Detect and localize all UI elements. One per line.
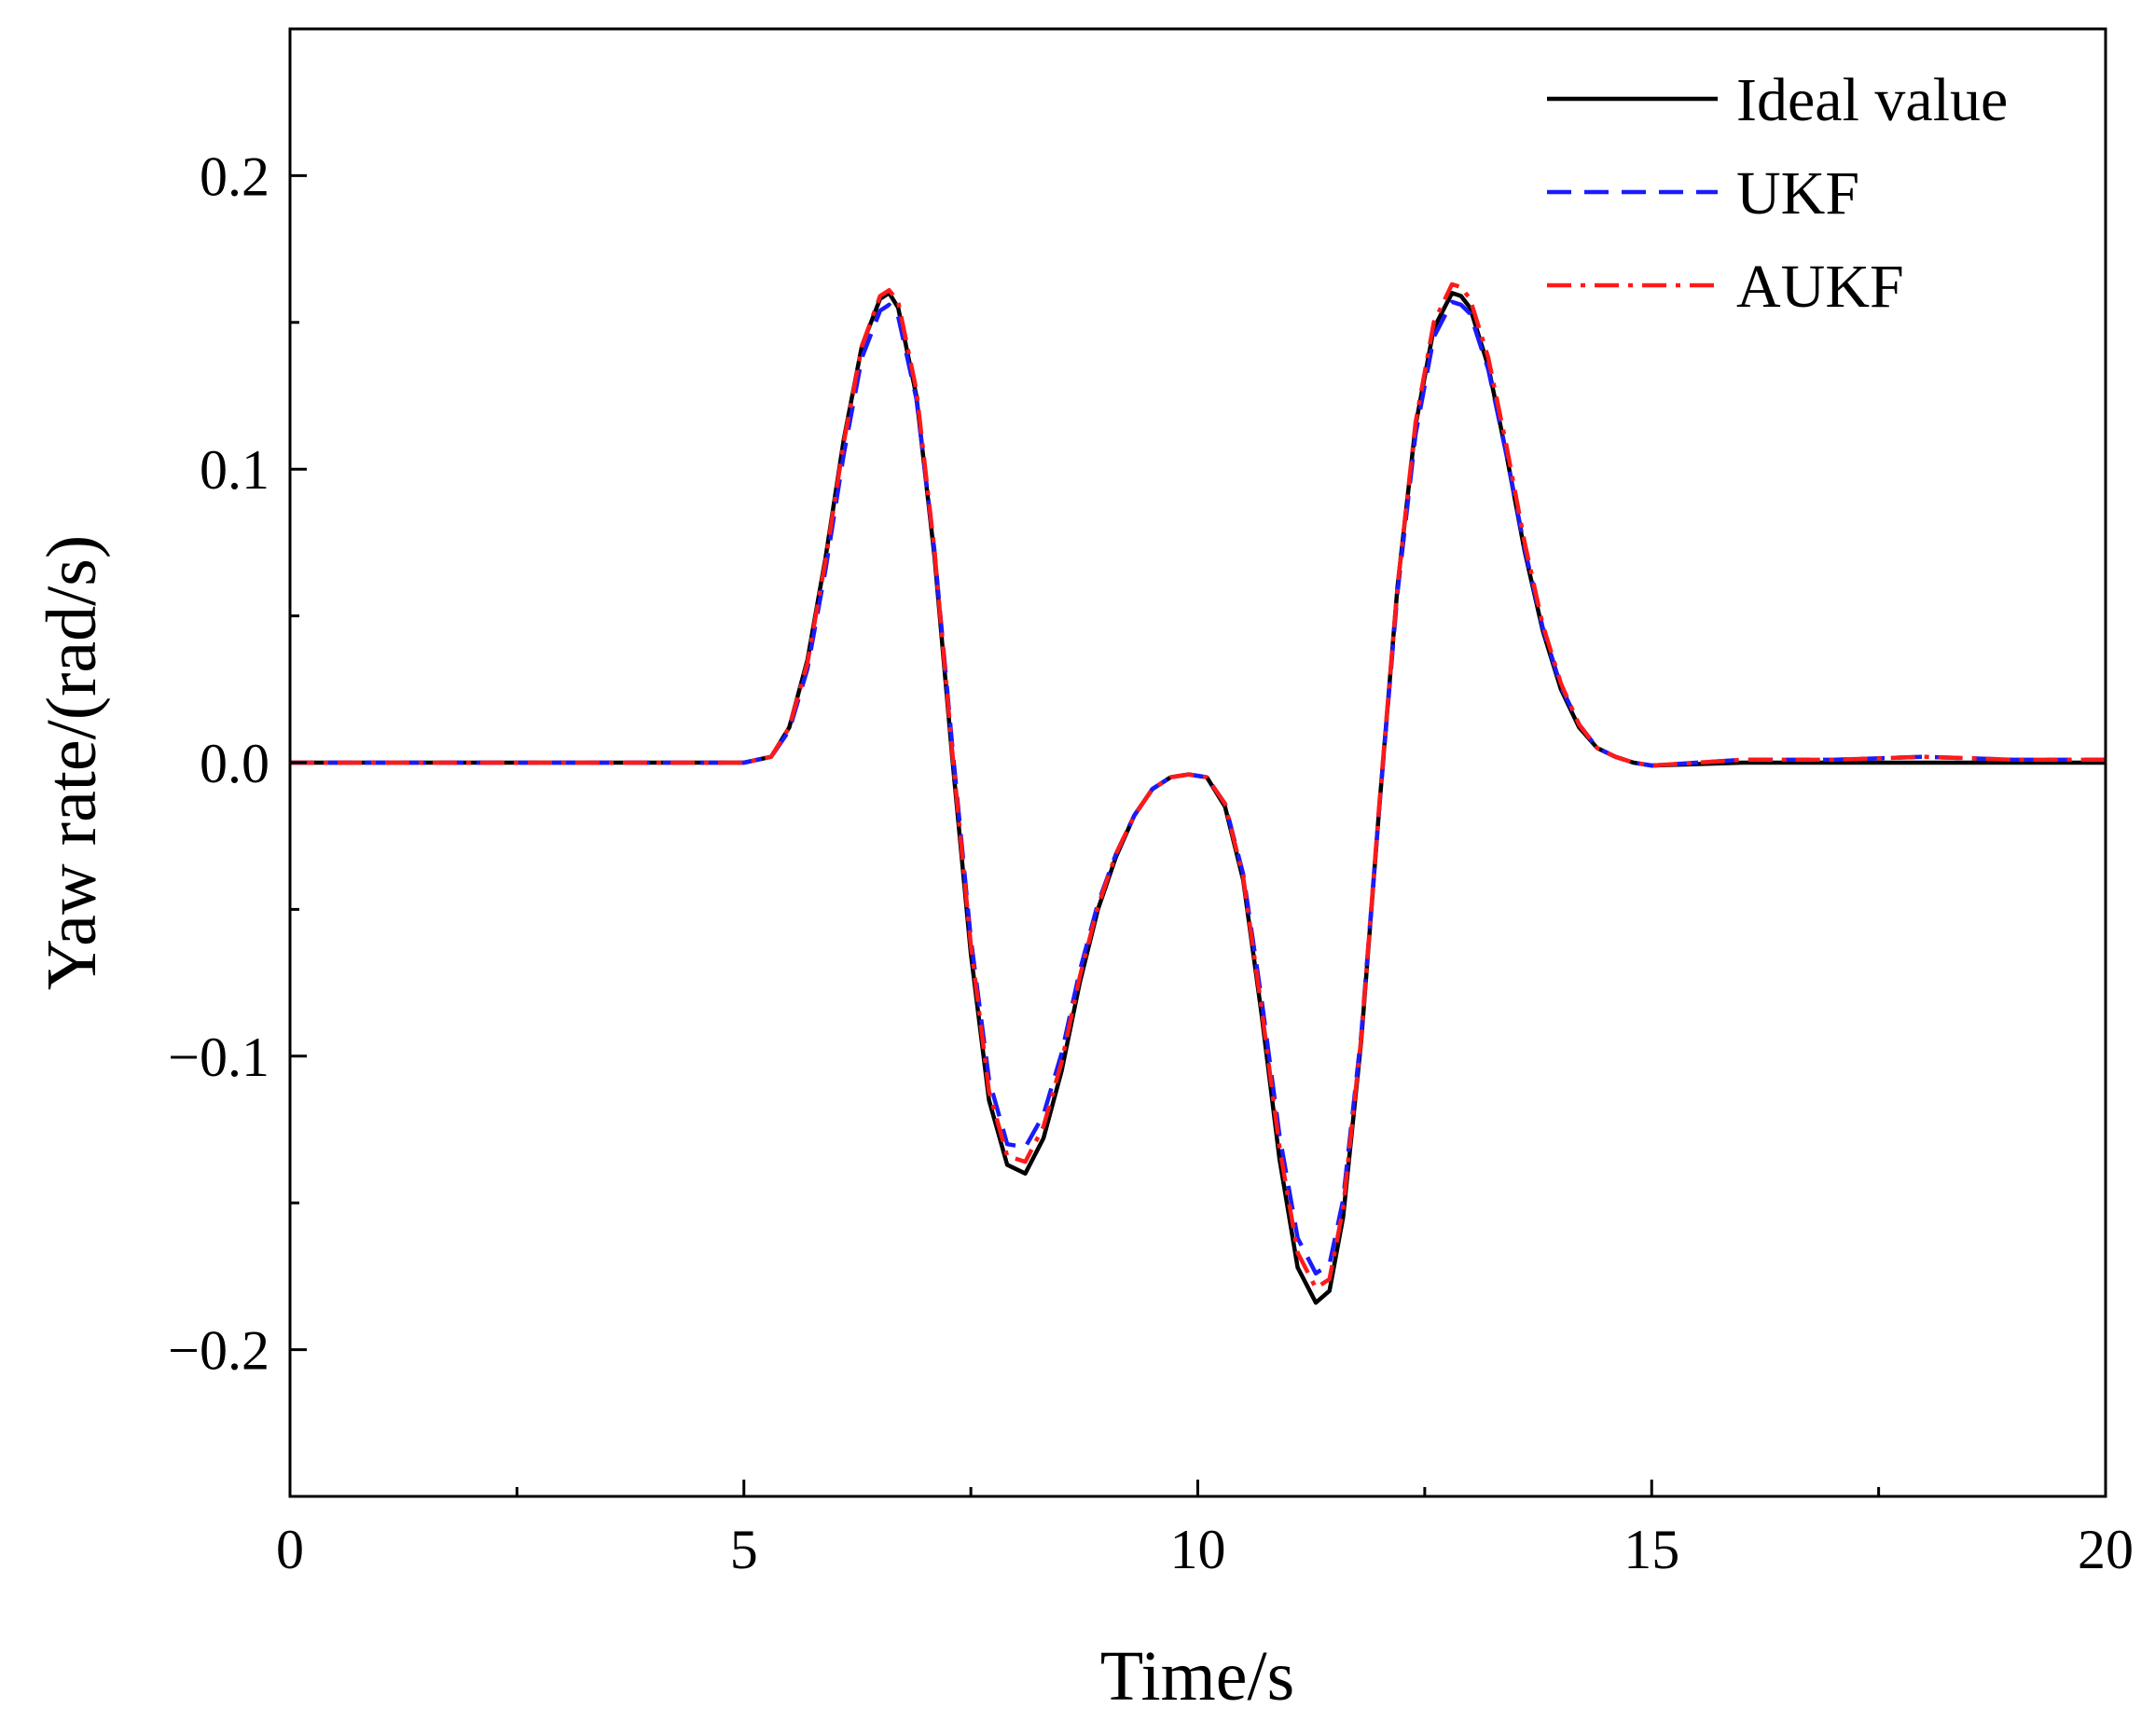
y-tick-label: 0.1 bbox=[200, 439, 269, 501]
y-tick-label: −0.2 bbox=[168, 1320, 269, 1382]
tick-labels-group: 0 5 10 15 20 −0.2 −0.1 0.0 0.1 0.2 bbox=[168, 145, 2134, 1580]
ticks-group bbox=[288, 173, 2107, 1496]
y-tick-label: −0.1 bbox=[168, 1026, 269, 1088]
x-tick-label: 15 bbox=[1623, 1519, 1679, 1580]
legend-label-2: AUKF bbox=[1736, 253, 1904, 321]
legend-label-1: UKF bbox=[1736, 159, 1859, 227]
y-axis-title: Yaw rate/(rad/s) bbox=[33, 535, 111, 990]
series-group bbox=[290, 282, 2106, 1305]
series-line-1 bbox=[290, 299, 2106, 1276]
legend-label-0: Ideal value bbox=[1736, 66, 2008, 134]
x-tick-label: 0 bbox=[276, 1519, 304, 1580]
x-tick-label: 20 bbox=[2078, 1519, 2134, 1580]
x-tick-label: 10 bbox=[1170, 1519, 1226, 1580]
y-tick-label: 0.0 bbox=[200, 733, 269, 794]
series-line-2 bbox=[290, 282, 2106, 1290]
y-tick-label: 0.2 bbox=[200, 145, 269, 207]
x-tick-label: 5 bbox=[730, 1519, 758, 1580]
legend: Ideal value UKF AUKF bbox=[1547, 66, 2008, 321]
x-axis-title: Time/s bbox=[1100, 1637, 1294, 1715]
